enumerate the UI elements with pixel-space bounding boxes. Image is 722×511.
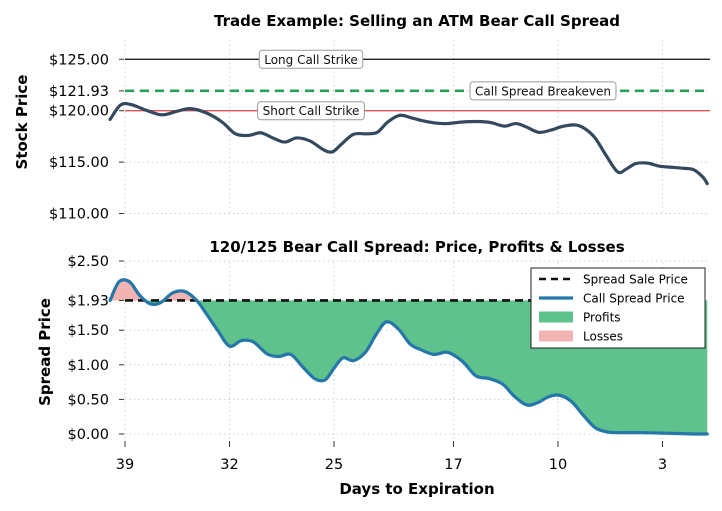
spread-chart-title: 120/125 Bear Call Spread: Price, Profits…: [209, 238, 624, 256]
spread-chart-y-ticks: $0.00 $0.50 $1.00 $1.50 $1.93 $2.50: [67, 254, 124, 443]
stock-price-chart: Trade Example: Selling an ATM Bear Call …: [13, 12, 710, 223]
x-tick-label: 32: [220, 457, 238, 473]
spread-y-tick-label: $0.00: [67, 427, 109, 443]
x-tick-label: 10: [549, 457, 567, 473]
legend-label: Spread Sale Price: [583, 273, 688, 287]
strike-lines: [125, 58, 710, 112]
stock-chart-ylabel: Stock Price: [13, 75, 31, 170]
spread-chart-x-ticks: 39 32 25 17 10 3: [116, 441, 667, 473]
legend-label: Call Spread Price: [583, 292, 685, 306]
spread-y-tick-label: $1.50: [67, 323, 109, 339]
stock-y-tick-label: $115.00: [49, 155, 109, 171]
legend-swatch-losses: [539, 330, 573, 342]
legend-label: Losses: [583, 330, 623, 344]
spread-y-tick-label: $1.93: [67, 293, 109, 309]
strike-annotation-label: Short Call Strike: [263, 104, 360, 118]
legend-label: Profits: [583, 311, 621, 325]
stock-price-line: [108, 101, 709, 186]
strike-annotations: Long Call Strike Call Spread Breakeven Sho…: [257, 49, 617, 121]
x-tick-label: 25: [325, 457, 343, 473]
stock-price-series: [108, 101, 709, 186]
stock-y-tick-label: $110.00: [49, 207, 109, 223]
strike-annotation: Long Call Strike: [258, 49, 364, 69]
stock-chart-y-ticks: $110.00 $115.00 $120.00 $121.93 $125.00: [49, 52, 124, 223]
spread-y-tick-label: $0.50: [67, 392, 109, 408]
legend-box: [530, 267, 706, 349]
x-tick-label: 39: [116, 457, 134, 473]
spread-y-tick-label: $2.50: [67, 254, 109, 270]
chart-legend: Spread Sale Price Call Spread Price Profit…: [530, 267, 706, 349]
spread-price-chart: 120/125 Bear Call Spread: Price, Profits…: [36, 238, 710, 498]
strike-annotation-box: [257, 101, 365, 121]
strike-annotation-box: [469, 81, 617, 101]
strike-annotation: Short Call Strike: [257, 101, 365, 121]
strike-annotation-label: Long Call Strike: [264, 53, 358, 67]
strike-annotation: Call Spread Breakeven: [469, 81, 617, 101]
strike-annotation-box: [258, 49, 364, 69]
spread-chart-xlabel: Days to Expiration: [339, 480, 494, 498]
stock-y-tick-label: $120.00: [49, 104, 109, 120]
stock-chart-grid: [124, 40, 710, 214]
x-tick-label: 3: [658, 457, 667, 473]
stock-y-tick-label: $125.00: [49, 52, 109, 68]
spread-price-line: [108, 278, 709, 436]
stock-chart-title: Trade Example: Selling an ATM Bear Call …: [214, 12, 620, 30]
spread-chart-ylabel: Spread Price: [36, 298, 54, 406]
losses-area: [110, 279, 708, 301]
legend-swatch-profits: [539, 311, 573, 323]
strike-annotation-label: Call Spread Breakeven: [475, 84, 611, 98]
stock-y-tick-label: $121.93: [49, 84, 109, 100]
call-spread-price-series: [108, 278, 709, 436]
x-tick-label: 17: [444, 457, 462, 473]
spread-y-tick-label: $1.00: [67, 358, 109, 374]
